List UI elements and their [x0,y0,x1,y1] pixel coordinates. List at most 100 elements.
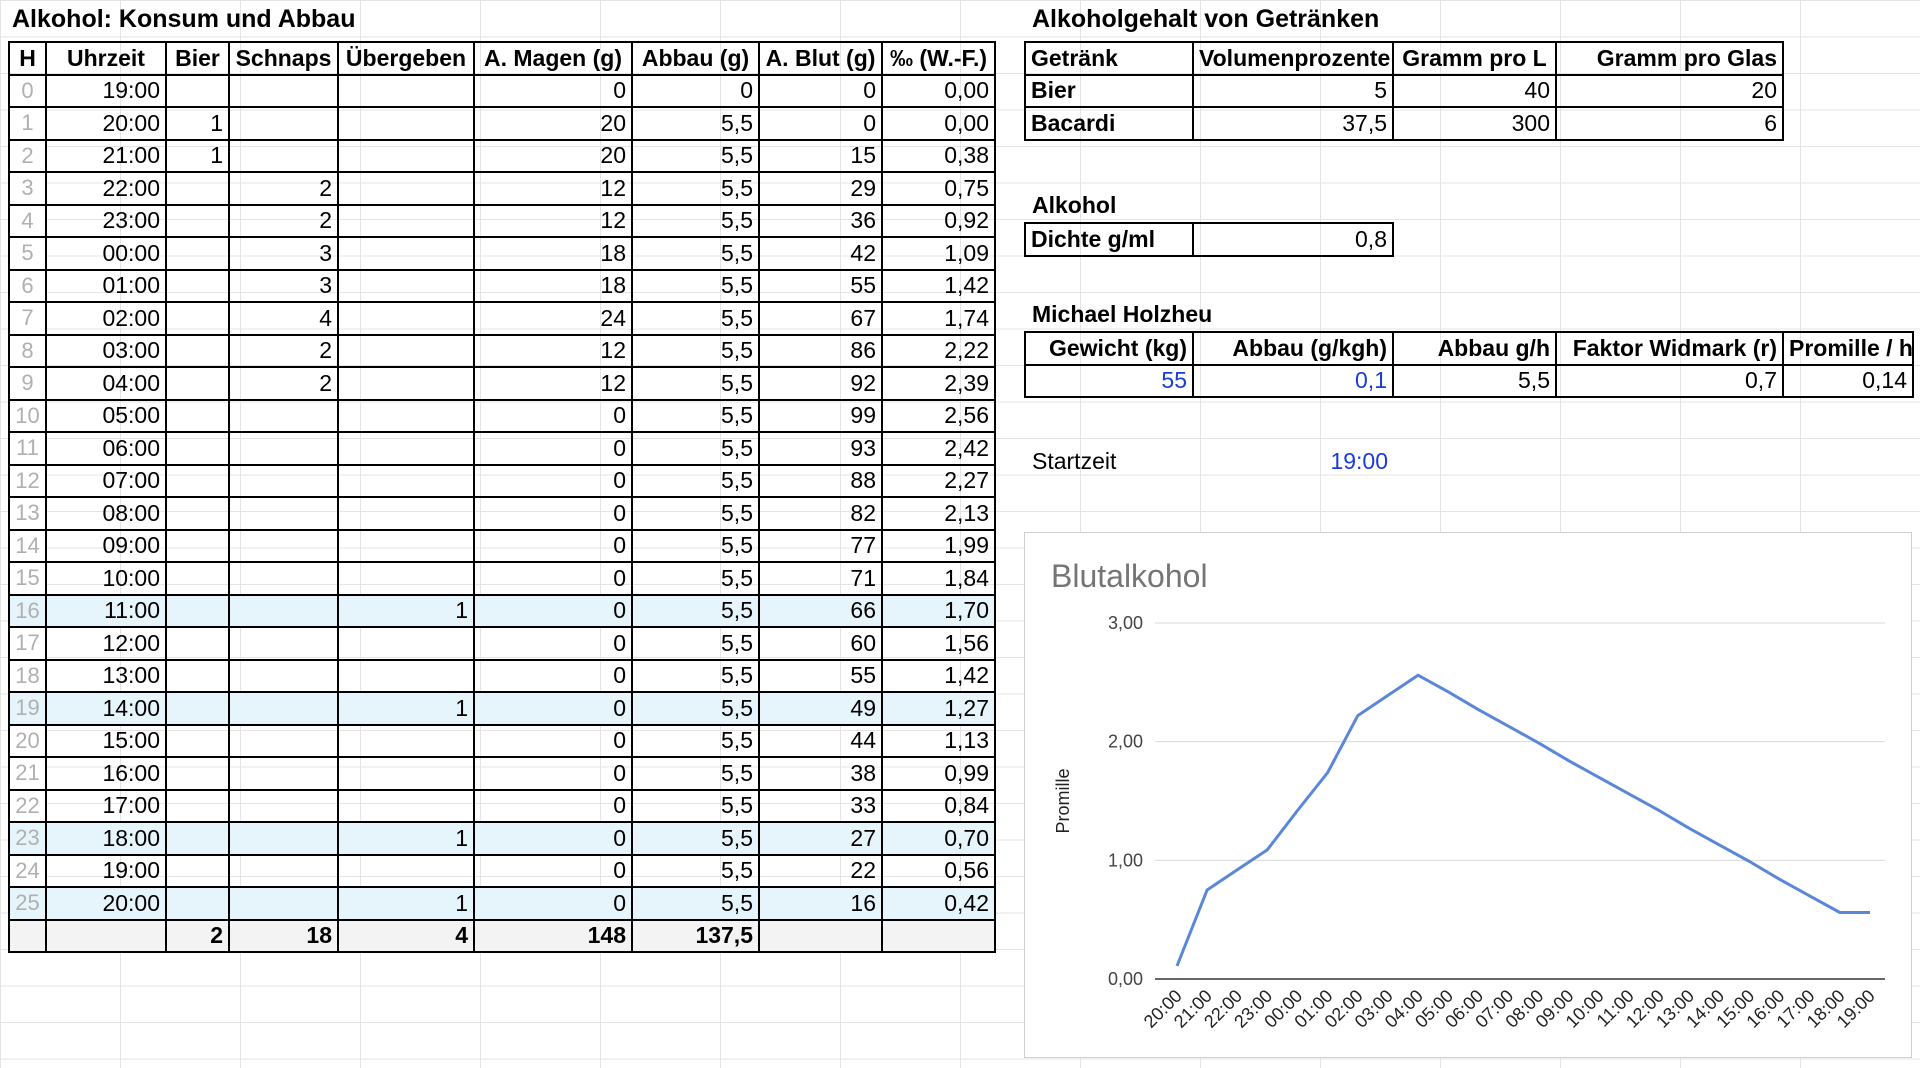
schnaps-cell[interactable] [228,431,339,466]
schnaps-cell[interactable] [228,138,339,173]
row-index[interactable]: 15 [8,561,47,596]
time-cell[interactable]: 19:00 [45,73,167,108]
magen-cell[interactable]: 0 [473,593,633,628]
promille-cell[interactable]: 1,27 [881,691,996,726]
promille-cell[interactable]: 0,42 [881,886,996,921]
promille-cell[interactable]: 1,74 [881,301,996,336]
uebergeben-cell[interactable] [337,236,475,271]
abbau-cell[interactable]: 5,5 [631,106,760,141]
drinks-col-vol[interactable]: Volumenprozente [1192,41,1394,76]
blut-cell[interactable]: 93 [758,431,883,466]
row-index[interactable]: 6 [8,268,47,303]
blut-cell[interactable]: 49 [758,691,883,726]
time-cell[interactable]: 07:00 [45,463,167,498]
drink-gpg[interactable]: 6 [1555,106,1784,141]
abbau-cell[interactable]: 5,5 [631,496,760,531]
time-cell[interactable]: 16:00 [45,756,167,791]
schnaps-cell[interactable] [228,528,339,563]
row-index[interactable]: 17 [8,626,47,661]
schnaps-cell[interactable] [228,723,339,758]
bier-cell[interactable] [165,821,230,856]
time-cell[interactable]: 20:00 [45,106,167,141]
promille-cell[interactable]: 2,27 [881,463,996,498]
row-index[interactable]: 5 [8,236,47,271]
row-index[interactable]: 2 [8,138,47,173]
col-h[interactable]: H [8,41,47,76]
time-cell[interactable]: 09:00 [45,528,167,563]
blut-cell[interactable]: 55 [758,268,883,303]
row-index[interactable]: 0 [8,73,47,108]
uebergeben-cell[interactable]: 1 [337,691,475,726]
row-index[interactable]: 21 [8,756,47,791]
blut-cell[interactable]: 0 [758,106,883,141]
bier-cell[interactable] [165,398,230,433]
time-cell[interactable]: 17:00 [45,788,167,823]
bier-cell[interactable] [165,236,230,271]
drinks-col-gpl[interactable]: Gramm pro L [1392,41,1557,76]
abbau-cell[interactable]: 5,5 [631,658,760,693]
start-time-input[interactable]: 19:00 [1330,448,1388,474]
schnaps-cell[interactable] [228,73,339,108]
person-col-abbau-kgh[interactable]: Abbau (g/kgh) [1192,331,1394,366]
uebergeben-cell[interactable] [337,626,475,661]
promille-cell[interactable]: 2,42 [881,431,996,466]
time-cell[interactable]: 10:00 [45,561,167,596]
bier-cell[interactable] [165,463,230,498]
schnaps-cell[interactable] [228,691,339,726]
time-cell[interactable]: 14:00 [45,691,167,726]
blut-cell[interactable]: 42 [758,236,883,271]
magen-cell[interactable]: 12 [473,203,633,238]
magen-cell[interactable]: 0 [473,496,633,531]
magen-cell[interactable]: 20 [473,106,633,141]
row-index[interactable]: 22 [8,788,47,823]
abbau-cell[interactable]: 5,5 [631,268,760,303]
row-index[interactable]: 25 [8,886,47,921]
uebergeben-cell[interactable] [337,333,475,368]
schnaps-cell[interactable] [228,788,339,823]
bier-cell[interactable] [165,788,230,823]
row-index[interactable]: 23 [8,821,47,856]
uebergeben-cell[interactable] [337,431,475,466]
promille-cell[interactable]: 1,99 [881,528,996,563]
schnaps-cell[interactable] [228,398,339,433]
person-col-promille-h[interactable]: Promille / h [1782,331,1914,366]
bier-cell[interactable] [165,886,230,921]
schnaps-cell[interactable] [228,463,339,498]
uebergeben-cell[interactable]: 1 [337,593,475,628]
schnaps-cell[interactable] [228,658,339,693]
time-cell[interactable]: 21:00 [45,138,167,173]
magen-cell[interactable]: 18 [473,236,633,271]
time-cell[interactable]: 13:00 [45,658,167,693]
total-cell-promille[interactable] [881,918,996,953]
abbau-cell[interactable]: 5,5 [631,463,760,498]
promille-cell[interactable]: 0,00 [881,73,996,108]
promille-cell[interactable]: 0,70 [881,821,996,856]
schnaps-cell[interactable] [228,496,339,531]
total-cell-blut[interactable] [758,918,883,953]
uebergeben-cell[interactable] [337,658,475,693]
magen-cell[interactable]: 0 [473,723,633,758]
uebergeben-cell[interactable] [337,171,475,206]
person-col-abbau-h[interactable]: Abbau g/h [1392,331,1557,366]
bier-cell[interactable] [165,171,230,206]
blut-cell[interactable]: 15 [758,138,883,173]
drink-gpl[interactable]: 300 [1392,106,1557,141]
blut-cell[interactable]: 92 [758,366,883,401]
time-cell[interactable]: 01:00 [45,268,167,303]
col-magen[interactable]: A. Magen (g) [473,41,633,76]
time-cell[interactable]: 15:00 [45,723,167,758]
promille-cell[interactable]: 1,09 [881,236,996,271]
uebergeben-cell[interactable] [337,366,475,401]
abbau-cell[interactable]: 5,5 [631,236,760,271]
bier-cell[interactable] [165,756,230,791]
bier-cell[interactable] [165,528,230,563]
blut-cell[interactable]: 86 [758,333,883,368]
abbau-cell[interactable]: 5,5 [631,398,760,433]
row-index[interactable]: 16 [8,593,47,628]
magen-cell[interactable]: 0 [473,788,633,823]
time-cell[interactable]: 19:00 [45,853,167,888]
bier-cell[interactable] [165,73,230,108]
magen-cell[interactable]: 0 [473,431,633,466]
schnaps-cell[interactable]: 2 [228,333,339,368]
time-cell[interactable]: 03:00 [45,333,167,368]
